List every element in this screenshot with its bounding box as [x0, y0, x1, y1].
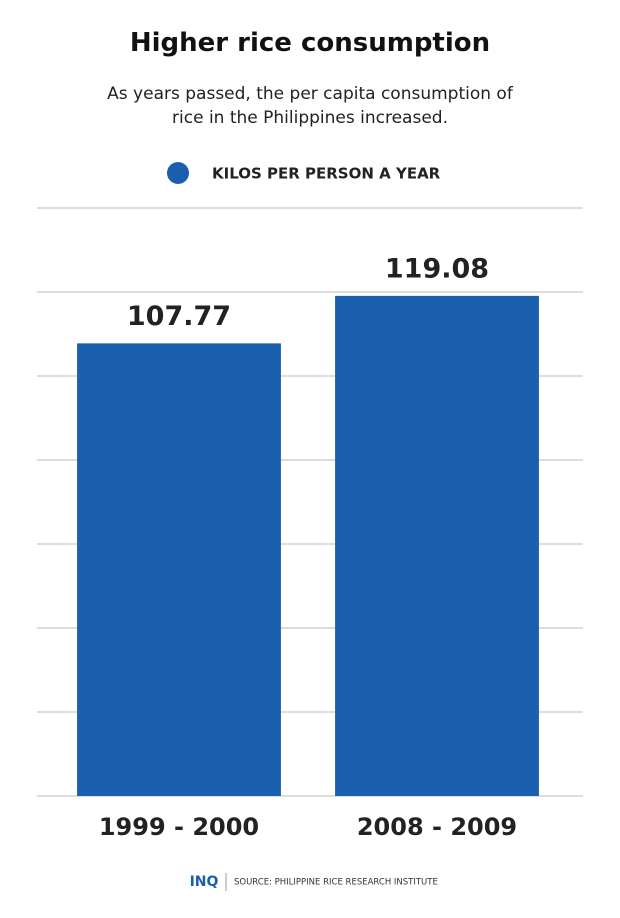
legend-label: KILOS PER PERSON A YEAR	[212, 165, 441, 183]
chart-subtitle: As years passed, the per capita consumpt…	[107, 84, 513, 128]
source: SOURCE: PHILIPPINE RICE RESEARCH INSTITU…	[234, 878, 438, 888]
value-label: 107.77	[127, 301, 231, 332]
value-label: 119.08	[385, 253, 489, 284]
logo: INQ	[190, 874, 219, 890]
x-tick-label: 1999 - 2000	[99, 813, 259, 841]
x-tick-label: 2008 - 2009	[357, 813, 517, 841]
bar	[77, 343, 281, 796]
chart-title: Higher rice consumption	[129, 28, 491, 58]
legend-marker	[167, 162, 189, 184]
bar	[335, 295, 539, 796]
